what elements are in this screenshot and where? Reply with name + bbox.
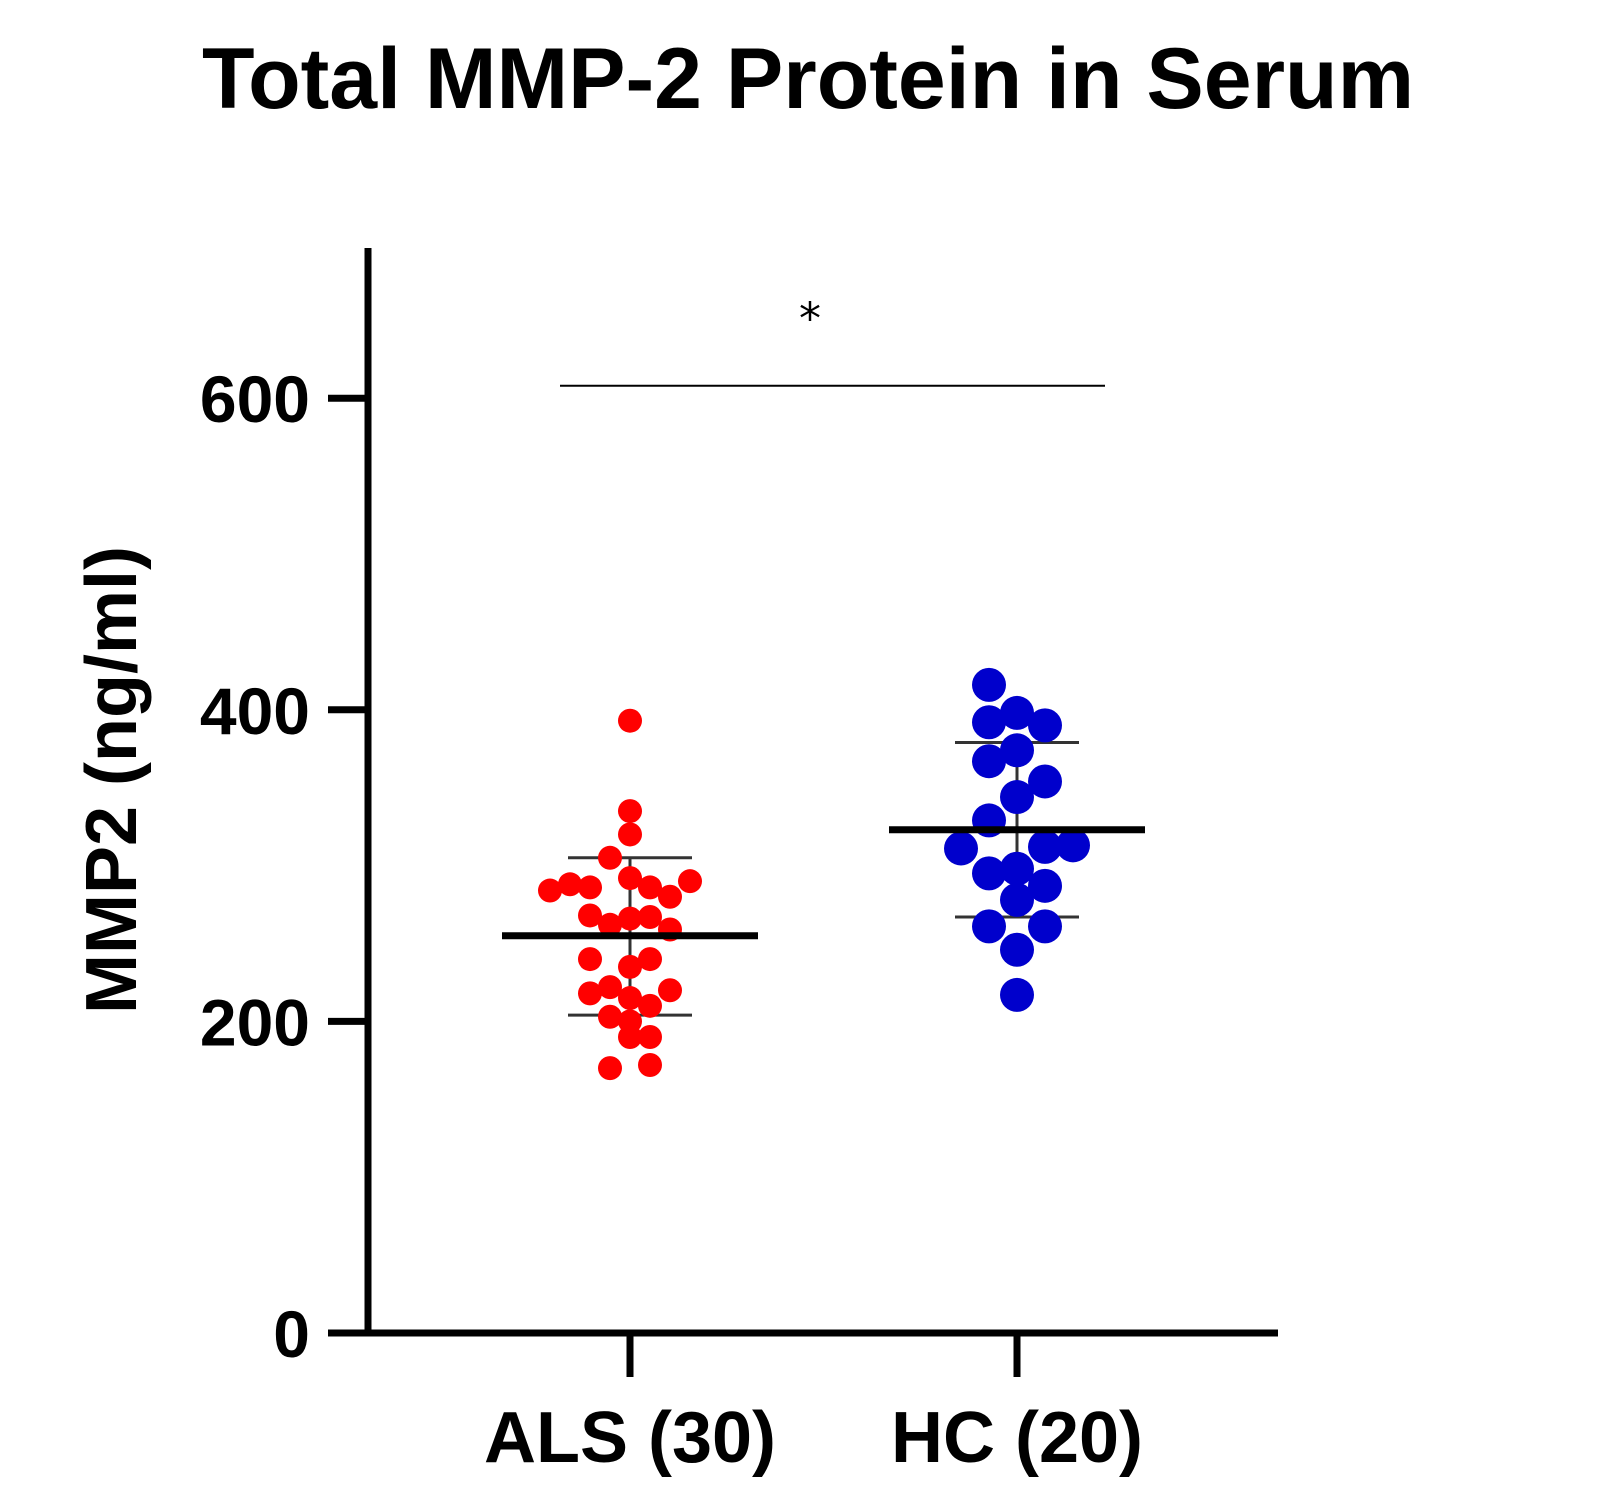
data-point (578, 903, 602, 928)
data-point (618, 906, 642, 931)
data-point (1028, 868, 1062, 903)
data-point (638, 875, 662, 900)
y-tick-label: 0 (273, 1297, 310, 1371)
data-point (972, 744, 1006, 779)
data-point (972, 909, 1006, 944)
data-point (1000, 977, 1034, 1012)
data-point (1000, 882, 1034, 917)
data-point (944, 831, 978, 866)
data-point (1000, 932, 1034, 967)
data-point (972, 705, 1006, 740)
data-point (538, 878, 562, 903)
y-tick-label: 400 (200, 674, 310, 748)
data-point (678, 869, 702, 894)
data-point (658, 978, 682, 1003)
data-point (618, 986, 642, 1011)
data-point (618, 866, 642, 891)
data-point (558, 872, 582, 897)
significance-marker: * (799, 294, 821, 345)
data-point (578, 947, 602, 972)
plot-area: 0 200 400 600 ALS (30) HC (20) * (200, 248, 1278, 1478)
chart-title: Total MMP-2 Protein in Serum (202, 31, 1414, 127)
data-point (1000, 733, 1034, 768)
data-point (638, 993, 662, 1018)
data-point (598, 1056, 622, 1081)
data-point (578, 981, 602, 1006)
data-point (618, 954, 642, 979)
data-point (598, 975, 622, 1000)
data-point (972, 856, 1006, 891)
data-point (1028, 829, 1062, 864)
data-point (638, 1053, 662, 1078)
data-point (598, 912, 622, 937)
data-point (1000, 780, 1034, 815)
y-tick-label: 600 (200, 362, 310, 436)
x-tick-label: HC (20) (891, 1398, 1143, 1478)
y-axis-title: MMP2 (ng/ml) (72, 546, 152, 1014)
data-point (618, 822, 642, 847)
data-point (1000, 851, 1034, 886)
data-point (578, 875, 602, 900)
data-point (638, 1024, 662, 1049)
data-point (1028, 708, 1062, 743)
data-point (1000, 695, 1034, 730)
data-point (618, 708, 642, 733)
data-point (638, 947, 662, 972)
data-point (1056, 828, 1090, 863)
data-point (1028, 909, 1062, 944)
y-tick-label: 200 (200, 985, 310, 1059)
data-point (658, 884, 682, 909)
data-point (598, 1004, 622, 1029)
data-point (1028, 764, 1062, 799)
data-point (598, 845, 622, 870)
data-point (618, 799, 642, 824)
x-tick-label: ALS (30) (484, 1398, 776, 1478)
data-point (972, 667, 1006, 702)
data-point (638, 905, 662, 930)
data-point (618, 1009, 642, 1034)
